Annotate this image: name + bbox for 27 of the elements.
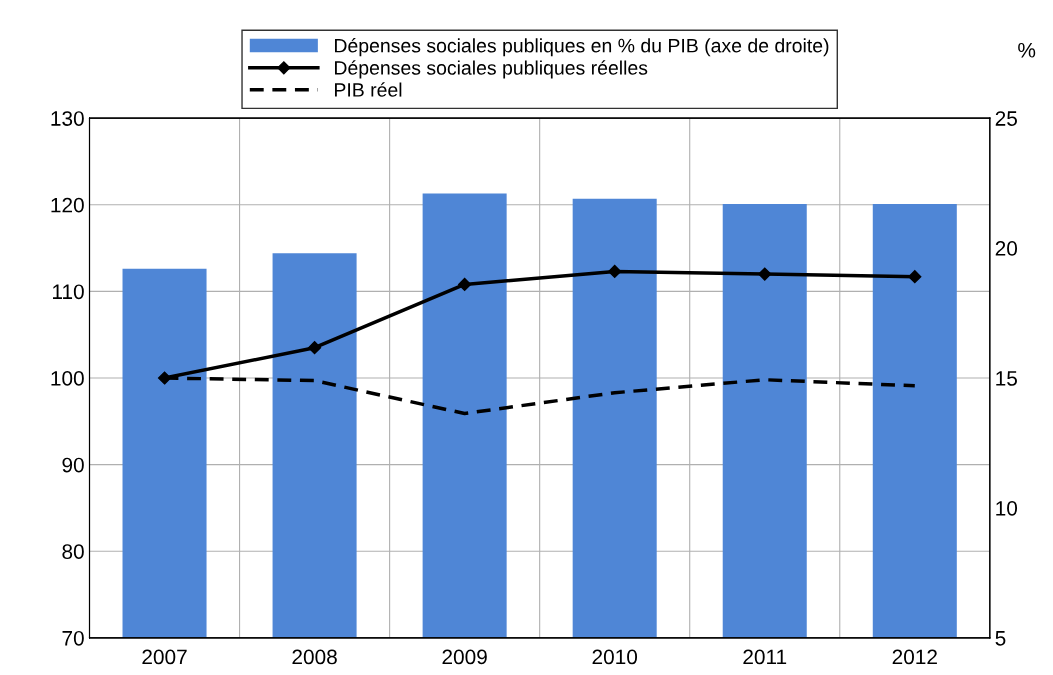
x-tick-label: 2007 <box>142 649 187 665</box>
y-tick-label: 100 <box>51 371 84 386</box>
point <box>758 267 772 281</box>
x-tick-label: 2009 <box>442 649 487 665</box>
legend-label: Dépenses sociales publiques en % du PIB (axe de droite) <box>335 38 829 57</box>
y-tick-label: 80 <box>62 544 84 559</box>
y2-tick-label: 5 <box>995 631 1006 646</box>
x-tick-label: 2012 <box>892 649 937 665</box>
y-tick-label: 70 <box>62 630 84 646</box>
y-tick-label: 120 <box>51 197 84 213</box>
point <box>458 277 472 292</box>
point <box>608 264 622 279</box>
x-tick-label: 2010 <box>592 649 638 665</box>
legend-label: Dépenses sociales publiques réelles <box>335 60 648 79</box>
y2-tick-label: 15 <box>996 371 1017 386</box>
y-tick-label: 130 <box>51 111 84 126</box>
x-tick-label: 2011 <box>743 649 787 665</box>
legend-label: PIB réel <box>335 82 402 97</box>
x-tick-label: 2008 <box>292 649 337 665</box>
point <box>908 270 922 284</box>
y2-tick-label: 20 <box>995 241 1018 256</box>
y-tick-label: 90 <box>62 457 84 473</box>
y2-axis-title: % <box>1018 42 1036 58</box>
y2-tick-label: 25 <box>995 111 1017 126</box>
y2-tick-label: 10 <box>996 500 1018 516</box>
y-tick-label: 110 <box>53 284 84 300</box>
point <box>307 341 322 355</box>
